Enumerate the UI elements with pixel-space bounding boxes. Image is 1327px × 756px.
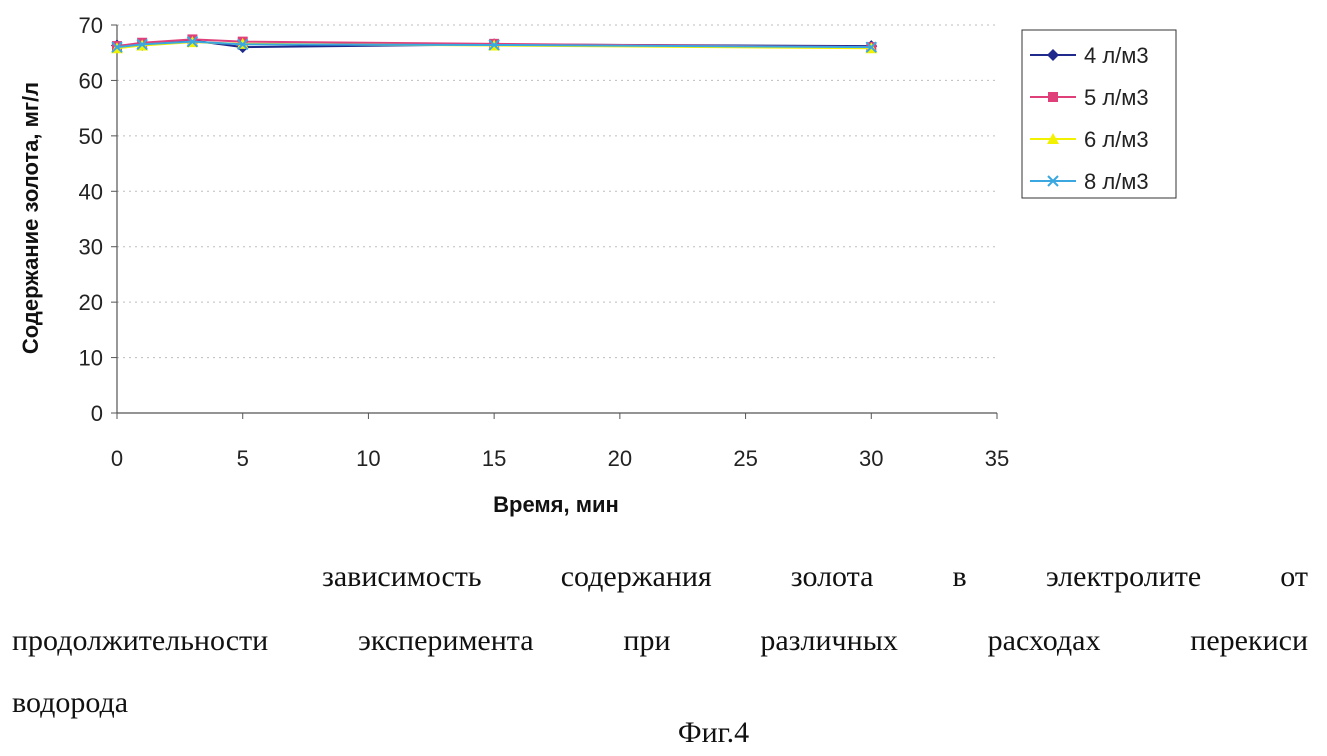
caption-line-3: водорода xyxy=(12,686,1308,720)
y-tick-label: 0 xyxy=(91,401,103,426)
x-tick-label: 30 xyxy=(859,446,883,471)
y-tick-label: 70 xyxy=(79,13,103,38)
x-tick-labels: 0 5 10 15 20 25 30 35 xyxy=(111,446,1009,471)
x-tick-label: 20 xyxy=(608,446,632,471)
y-tick-label: 20 xyxy=(79,290,103,315)
axes xyxy=(111,25,997,419)
caption-line-2: продолжительности эксперимента при разли… xyxy=(12,624,1308,658)
x-axis-title: Время, мин xyxy=(493,492,619,517)
legend-marker xyxy=(1048,92,1058,102)
y-tick-label: 10 xyxy=(79,346,103,371)
y-tick-label: 60 xyxy=(79,68,103,93)
figure-label: Фиг.4 xyxy=(0,716,1327,750)
y-axis-title: Содержание золота, мг/л xyxy=(18,82,43,354)
x-tick-label: 5 xyxy=(237,446,249,471)
x-tick-label: 0 xyxy=(111,446,123,471)
series-group xyxy=(111,34,877,53)
y-tick-labels: 0 10 20 30 40 50 60 70 xyxy=(79,13,103,426)
y-tick-label: 50 xyxy=(79,124,103,149)
legend-label: 8 л/м3 xyxy=(1084,169,1149,194)
chart: 0 10 20 30 40 50 60 70 0 5 10 15 20 25 30 35 Содержани… xyxy=(0,0,1327,560)
x-tick-label: 25 xyxy=(733,446,757,471)
legend-label: 4 л/м3 xyxy=(1084,43,1149,68)
x-tick-label: 35 xyxy=(985,446,1009,471)
legend-label: 5 л/м3 xyxy=(1084,85,1149,110)
x-tick-label: 15 xyxy=(482,446,506,471)
gridlines xyxy=(117,25,997,358)
caption-line-1: зависимость содержания золота в электрол… xyxy=(12,560,1308,594)
legend-label: 6 л/м3 xyxy=(1084,127,1149,152)
y-tick-label: 30 xyxy=(79,235,103,260)
y-tick-label: 40 xyxy=(79,179,103,204)
legend: 4 л/м3 5 л/м3 6 л/м3 8 л/м3 xyxy=(1022,30,1176,198)
x-tick-label: 10 xyxy=(356,446,380,471)
